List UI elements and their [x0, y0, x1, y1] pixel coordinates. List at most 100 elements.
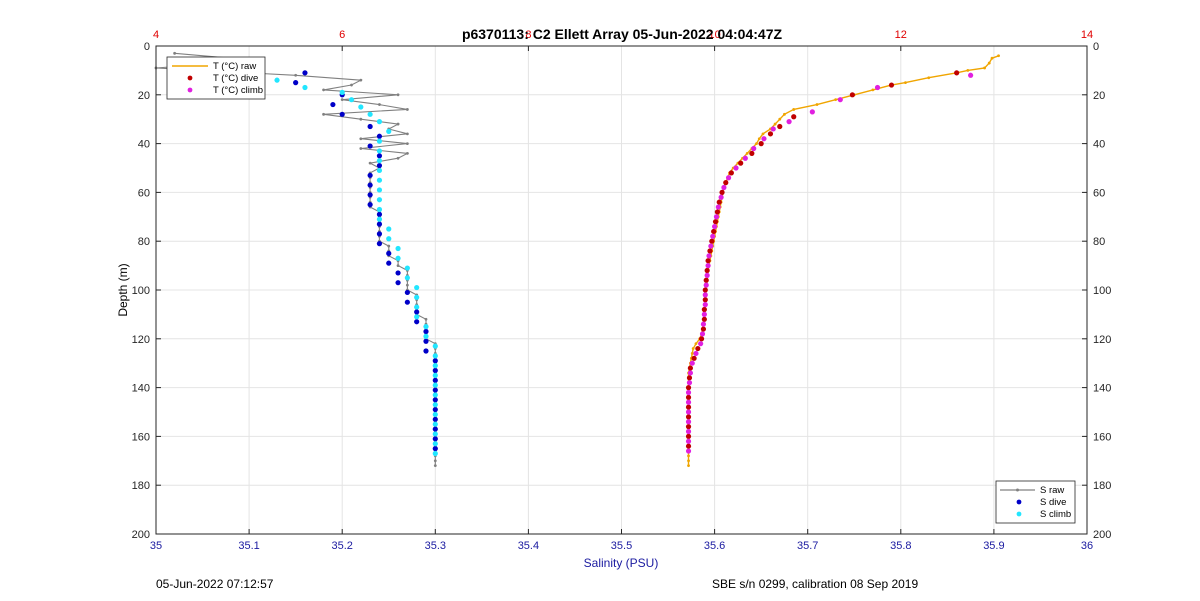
legend-s-climb-label: S climb — [1040, 509, 1071, 520]
data-point-t-raw — [694, 342, 698, 346]
x-bottom-tick-label: 35.3 — [425, 540, 446, 552]
data-point-s-climb — [274, 77, 280, 83]
series-t-raw — [687, 54, 1000, 468]
data-point-t-climb — [733, 165, 739, 171]
data-point-s-raw — [359, 78, 363, 82]
data-point-s-raw — [405, 142, 409, 146]
data-point-t-climb — [770, 126, 776, 132]
data-point-s-climb — [339, 89, 345, 95]
y-left-tick-label: 180 — [132, 480, 150, 492]
x-top-tick-label: 12 — [895, 29, 907, 41]
data-point-s-raw — [405, 283, 409, 287]
data-point-s-climb — [414, 304, 420, 310]
data-point-t-raw — [987, 61, 991, 65]
data-point-t-climb — [685, 448, 692, 454]
data-point-s-climb — [432, 441, 438, 447]
series-line-t-raw — [687, 55, 999, 466]
data-point-t-climb — [693, 350, 699, 357]
data-point-s-dive — [367, 192, 373, 198]
data-point-s-raw — [405, 108, 409, 111]
x-bottom-tick-label: 35.1 — [238, 540, 259, 552]
data-point-t-raw — [687, 459, 690, 463]
data-point-s-climb — [348, 97, 355, 103]
data-point-t-dive — [701, 316, 707, 322]
data-point-t-climb — [685, 438, 692, 444]
x-bottom-tick-label: 35.4 — [518, 540, 539, 552]
y-left-tick-label: 140 — [132, 383, 150, 395]
data-point-s-dive — [330, 101, 336, 108]
y-axis-title: Depth (m) — [116, 263, 130, 316]
data-point-s-dive — [404, 289, 410, 296]
axes: 35 35.1 35.2 35.3 35.4 35.5 35.6 35.7 35.8 35.9 36… — [132, 29, 1112, 552]
data-point-t-raw — [745, 151, 749, 155]
data-point-t-dive — [685, 394, 692, 400]
salinity-legend-box — [995, 480, 1076, 524]
data-point-t-dive — [714, 209, 720, 215]
data-point-t-climb — [837, 97, 843, 103]
data-point-t-dive — [687, 365, 693, 371]
data-point-t-climb — [786, 119, 792, 125]
data-point-s-climb — [414, 294, 420, 300]
data-point-t-dive — [704, 267, 710, 274]
data-point-s-raw — [173, 51, 177, 55]
data-point-t-climb — [702, 292, 708, 298]
data-point-t-raw — [904, 81, 907, 84]
data-point-s-dive — [376, 133, 383, 139]
data-point-s-climb — [404, 275, 410, 281]
footer-calibration: SBE s/n 0299, calibration 08 Sep 2019 — [712, 577, 919, 591]
data-point-s-raw — [340, 98, 344, 102]
data-point-s-raw — [350, 83, 353, 87]
data-point-t-dive — [728, 170, 734, 176]
data-point-t-dive — [767, 131, 774, 137]
x-bottom-tick-label: 35.8 — [890, 540, 911, 552]
data-point-s-climb — [376, 206, 383, 213]
data-point-t-climb — [685, 389, 692, 396]
data-point-t-dive — [685, 404, 692, 410]
data-point-s-climb — [386, 236, 392, 242]
data-point-t-climb — [704, 272, 710, 278]
data-point-s-dive — [423, 338, 429, 344]
data-point-s-raw — [322, 88, 325, 92]
data-point-s-climb — [376, 197, 383, 203]
data-point-t-climb — [708, 243, 714, 249]
data-point-s-dive — [414, 309, 420, 315]
x-bottom-tick-label: 35.6 — [704, 540, 725, 552]
data-point-s-climb — [376, 148, 383, 154]
data-point-t-dive — [691, 355, 697, 361]
data-point-t-dive — [685, 433, 692, 439]
data-point-t-dive — [791, 114, 797, 120]
series-t-dive — [685, 70, 960, 449]
data-point-s-climb — [376, 216, 383, 222]
grid — [156, 46, 1087, 534]
data-point-t-raw — [761, 132, 765, 136]
x-bottom-tick-label: 35.9 — [983, 540, 1004, 552]
data-point-s-climb — [432, 431, 438, 437]
data-point-t-climb — [698, 341, 704, 347]
data-point-t-raw — [997, 54, 1000, 58]
data-point-s-raw — [405, 151, 409, 155]
data-point-t-climb — [713, 214, 720, 220]
data-point-s-climb — [414, 284, 420, 291]
legend-t-climb-label: T (°C) climb — [213, 85, 263, 96]
data-point-s-climb — [367, 111, 373, 117]
data-point-t-dive — [685, 424, 692, 430]
series-layer — [154, 51, 1000, 468]
data-point-s-dive — [423, 328, 429, 335]
data-point-s-climb — [376, 119, 383, 125]
data-point-s-raw — [424, 317, 428, 321]
data-point-s-climb — [432, 343, 438, 349]
data-point-s-climb — [386, 128, 392, 134]
x-top-tick-label: 6 — [339, 29, 345, 41]
data-point-t-raw — [757, 137, 761, 141]
data-point-s-dive — [432, 406, 438, 413]
data-point-s-climb — [432, 411, 438, 418]
series-t-climb — [685, 72, 974, 454]
data-point-s-dive — [386, 260, 392, 266]
data-point-t-dive — [749, 150, 755, 156]
series-line-s-raw — [155, 52, 436, 466]
data-point-t-climb — [715, 204, 721, 210]
data-point-t-climb — [718, 194, 724, 200]
y-right-tick-label: 160 — [1093, 431, 1111, 443]
legend-t-dive-marker — [187, 75, 193, 81]
data-point-t-raw — [871, 88, 875, 92]
